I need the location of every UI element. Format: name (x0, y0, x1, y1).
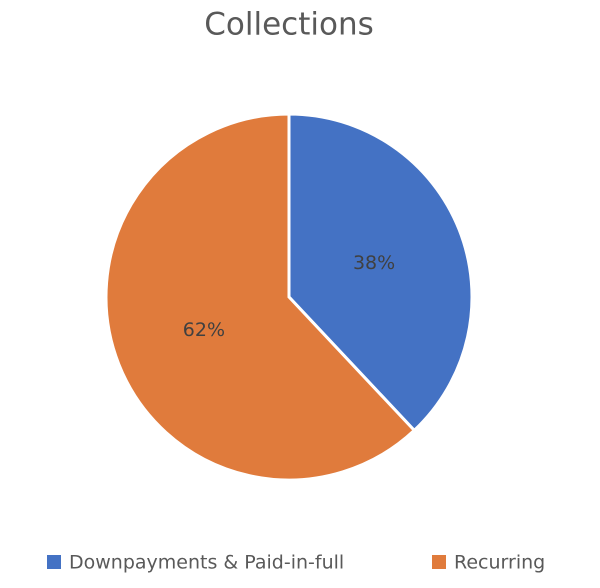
legend-label: Recurring (454, 552, 545, 574)
legend-label: Downpayments & Paid-in-full (69, 552, 344, 574)
data-label: 62% (183, 319, 225, 341)
pie-slice (104, 112, 417, 482)
legend-swatch (432, 555, 446, 569)
pie-slice (287, 112, 474, 433)
legend-swatch (47, 555, 61, 569)
data-label: 38% (353, 252, 395, 274)
chart-title: Collections (204, 7, 374, 43)
